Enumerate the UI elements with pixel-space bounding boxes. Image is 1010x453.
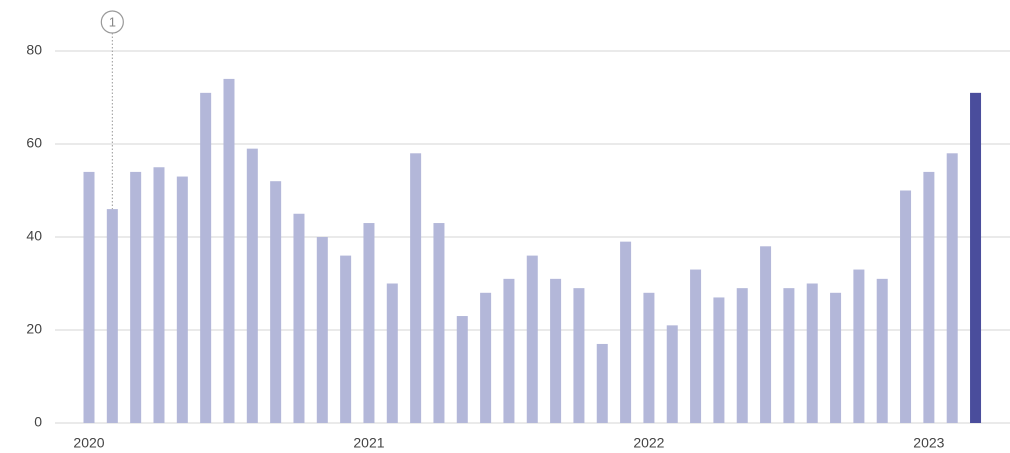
- bar: [270, 181, 282, 423]
- bar: [573, 288, 585, 423]
- bar: [83, 171, 95, 423]
- bar: [106, 209, 118, 423]
- bar: [876, 278, 888, 423]
- annotation-label: 1: [109, 14, 116, 29]
- bar: [340, 255, 352, 423]
- bar: [223, 78, 235, 424]
- bar: [830, 292, 842, 423]
- x-tick-label: 2022: [633, 435, 664, 451]
- bar: [503, 278, 515, 423]
- bar: [550, 278, 562, 423]
- bar: [760, 246, 772, 423]
- annotation-marker: [100, 10, 124, 34]
- y-tick-label: 80: [26, 42, 42, 58]
- x-tick-label: 2023: [913, 435, 944, 451]
- bar: [853, 269, 865, 423]
- bar: [480, 292, 492, 423]
- bar: [153, 167, 165, 423]
- y-tick-label: 40: [26, 228, 42, 244]
- bar: [970, 92, 982, 423]
- bar: [643, 292, 655, 423]
- bar: [806, 283, 818, 423]
- bar: [736, 288, 748, 423]
- bar: [900, 190, 912, 423]
- bar: [783, 288, 795, 423]
- bar: [200, 92, 212, 423]
- bar: [666, 325, 678, 423]
- bar: [410, 153, 422, 424]
- y-tick-label: 0: [34, 414, 42, 430]
- bar: [713, 297, 725, 423]
- bar: [946, 153, 958, 424]
- y-tick-label: 20: [26, 321, 42, 337]
- bar: [176, 176, 188, 423]
- bar: [246, 148, 258, 423]
- bar: [433, 223, 445, 423]
- bar: [923, 171, 935, 423]
- bar: [690, 269, 702, 423]
- x-tick-label: 2021: [353, 435, 384, 451]
- bar: [620, 241, 632, 423]
- bar: [130, 171, 142, 423]
- bar: [526, 255, 538, 423]
- bar: [363, 223, 375, 423]
- x-tick-label: 2020: [73, 435, 104, 451]
- bar: [293, 213, 305, 423]
- bar: [596, 343, 608, 423]
- y-tick-label: 60: [26, 135, 42, 151]
- bar: [316, 237, 328, 423]
- bar: [386, 283, 398, 423]
- bar: [456, 316, 468, 423]
